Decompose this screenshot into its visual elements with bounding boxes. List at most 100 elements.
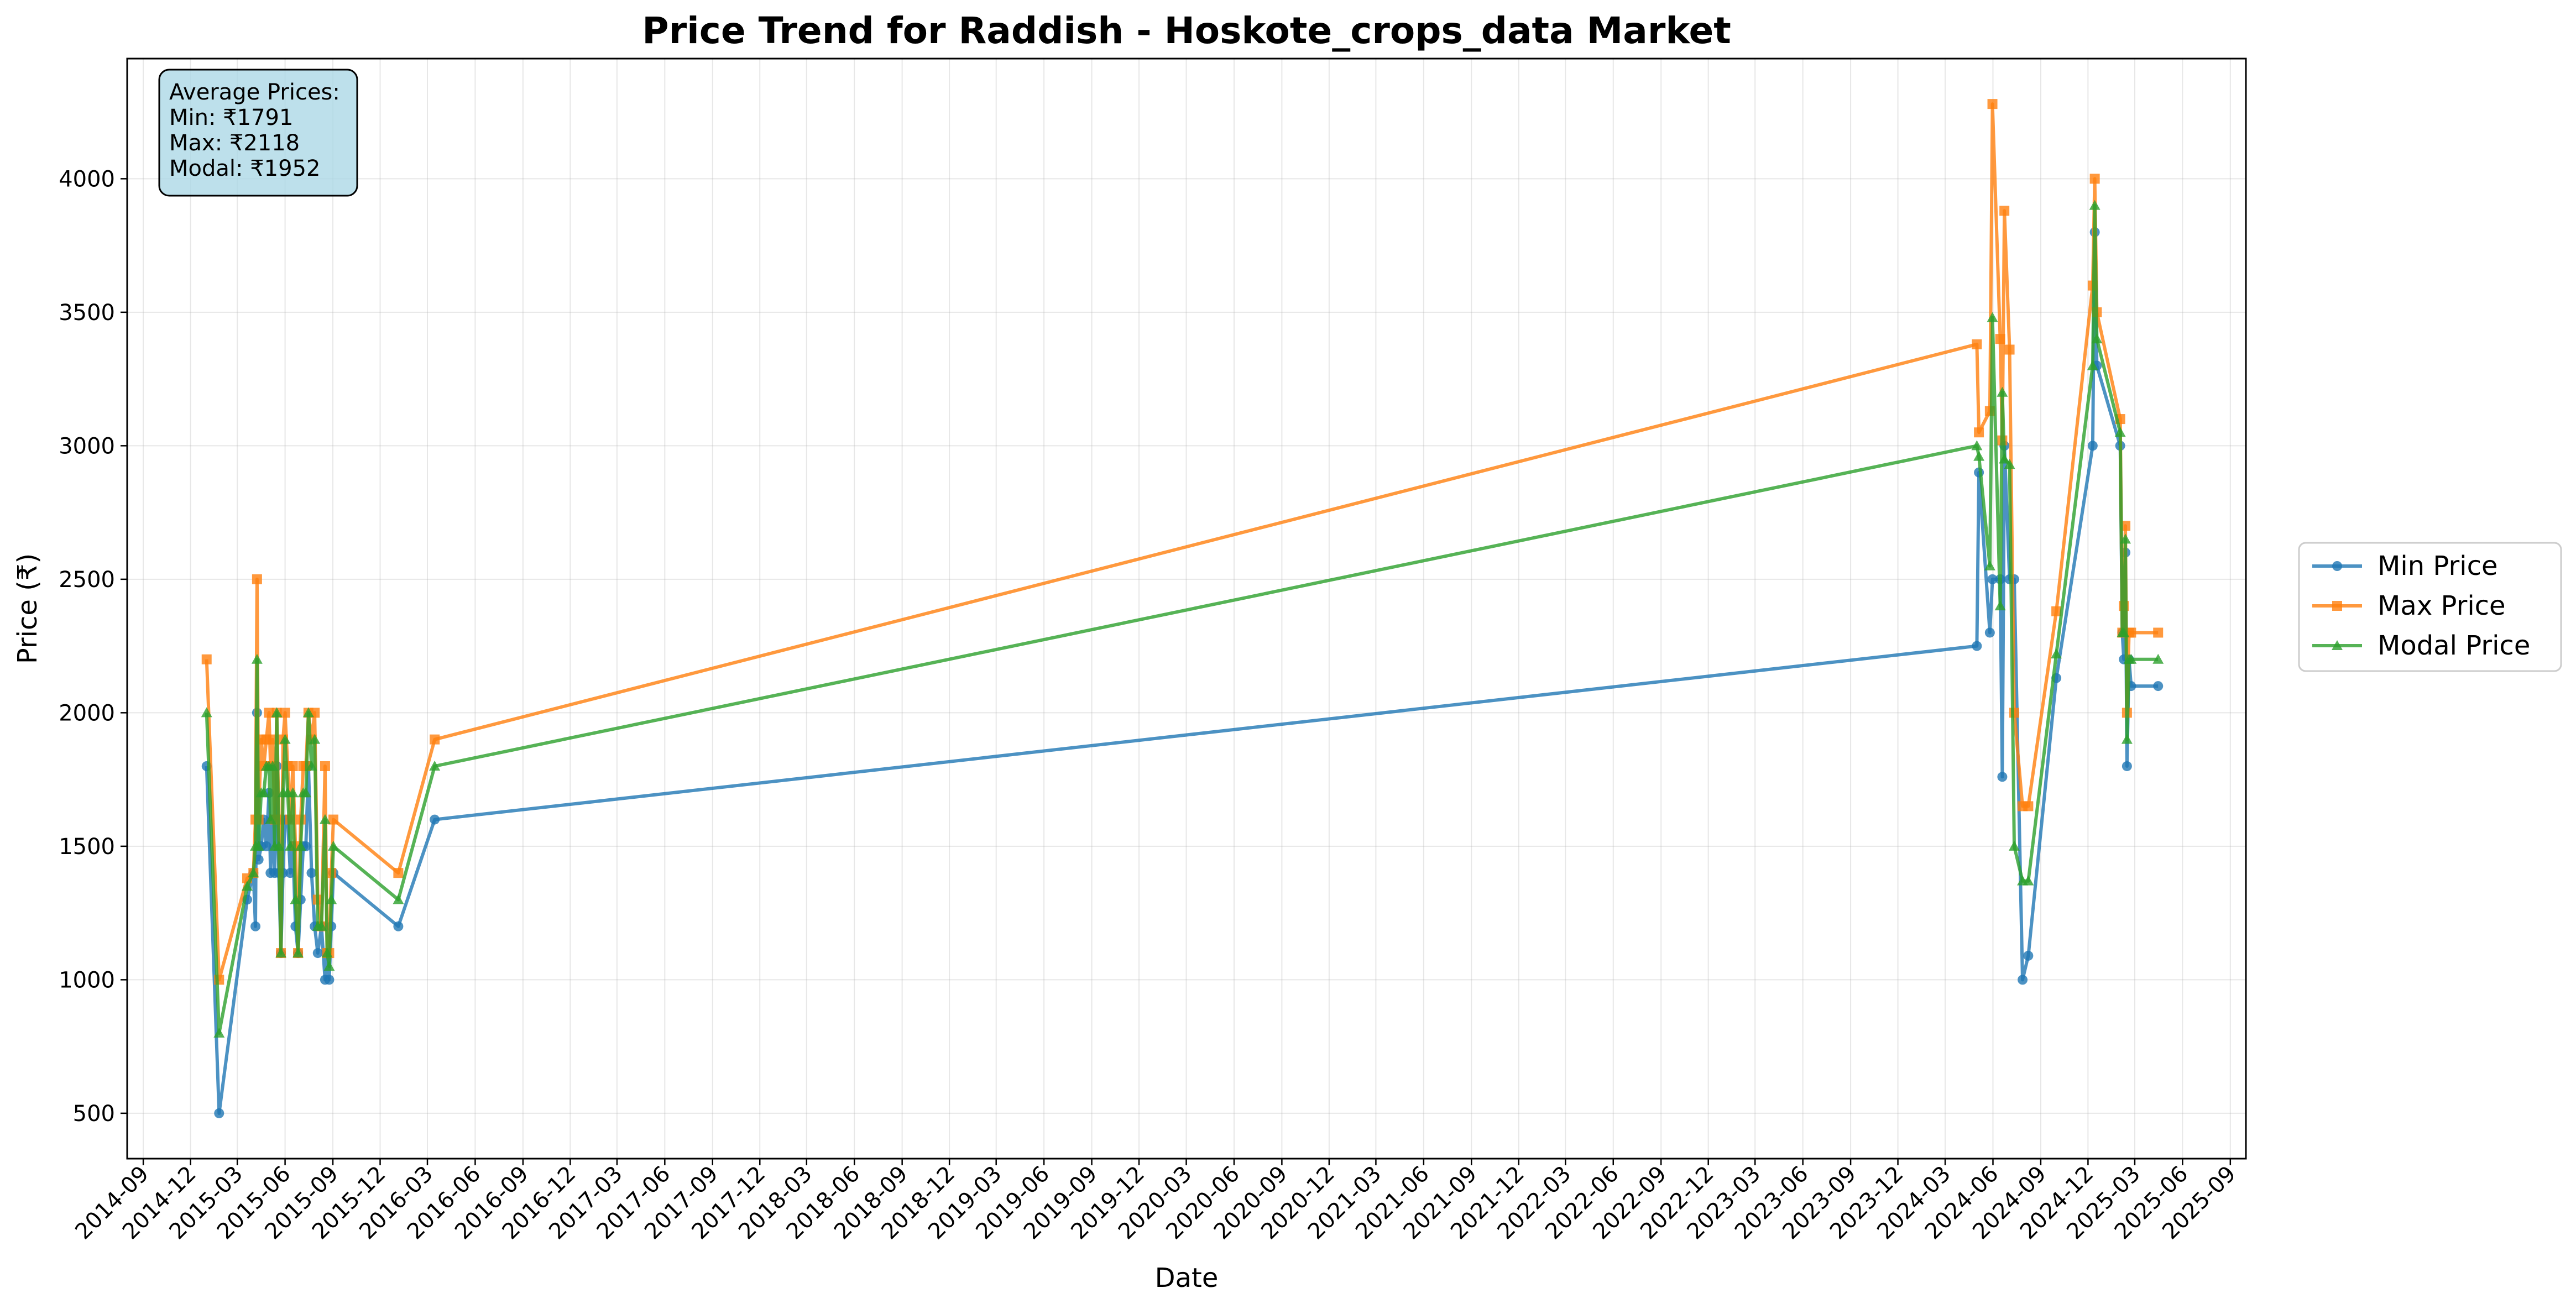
data-point-modal-price (213, 1027, 225, 1038)
data-point-modal-price (300, 787, 312, 798)
data-point-max-price (393, 868, 404, 878)
data-point-modal-price (2125, 653, 2137, 664)
data-point-min-price (312, 948, 323, 959)
data-point-max-price (1999, 206, 2010, 216)
data-point-modal-price (2121, 734, 2133, 744)
data-point-modal-price (306, 760, 317, 771)
data-point-modal-price (1973, 451, 1985, 461)
data-point-modal-price (2087, 360, 2098, 370)
data-point-min-price (1997, 772, 2008, 782)
data-point-min-price (324, 975, 335, 985)
legend-marker-modal-price (2332, 640, 2343, 650)
data-point-modal-price (429, 760, 441, 771)
legend-item-max-price: Max Price (2312, 590, 2506, 621)
data-point-min-price (2087, 441, 2098, 451)
data-point-modal-price (2051, 648, 2062, 659)
data-point-modal-price (309, 734, 321, 744)
series-layer (201, 99, 2164, 1118)
data-point-max-price (1972, 339, 1982, 349)
data-point-min-price (285, 868, 295, 878)
data-point-modal-price (290, 894, 301, 904)
data-point-max-price (2089, 174, 2100, 184)
data-point-max-price (1987, 99, 1998, 109)
x-axis-label: Date (1155, 1263, 1219, 1294)
data-point-max-price (264, 708, 274, 718)
data-point-min-price (430, 814, 440, 825)
y-tick-label: 3500 (59, 300, 115, 326)
legend: Min Price Max Price Modal Price (2298, 542, 2562, 672)
data-point-max-price (1995, 334, 2005, 344)
data-point-modal-price (2118, 627, 2130, 637)
legend-marker-max-price (2332, 601, 2342, 611)
data-point-modal-price (253, 840, 264, 851)
data-point-modal-price (258, 787, 270, 798)
data-point-max-price (201, 654, 212, 664)
legend-background (2298, 542, 2562, 672)
data-point-modal-price (201, 707, 212, 718)
data-point-modal-price (1994, 600, 2006, 611)
data-point-max-price (2051, 606, 2062, 616)
data-point-modal-price (2091, 333, 2103, 344)
data-point-modal-price (287, 787, 299, 798)
data-point-modal-price (2089, 200, 2100, 210)
data-point-max-price (2153, 627, 2164, 638)
y-tick-label: 500 (73, 1101, 115, 1127)
data-point-modal-price (271, 707, 283, 718)
legend-label-max-price: Max Price (2378, 590, 2506, 621)
data-point-max-price (2126, 627, 2136, 638)
data-point-modal-price (248, 867, 259, 878)
data-point-max-price (252, 574, 262, 584)
data-point-min-price (2122, 761, 2132, 771)
average-max-price: Max: ₹2118 (169, 130, 300, 156)
data-point-modal-price (284, 840, 296, 851)
data-point-modal-price (323, 961, 335, 971)
data-point-modal-price (2114, 427, 2126, 437)
data-point-modal-price (393, 894, 404, 904)
data-point-modal-price (2152, 653, 2164, 664)
data-point-modal-price (2009, 840, 2020, 851)
data-point-modal-price (2023, 875, 2034, 886)
data-point-max-price (1974, 427, 1984, 438)
y-axis-label: Price (₹) (12, 553, 43, 664)
data-point-modal-price (321, 947, 333, 958)
data-point-modal-price (1987, 312, 1998, 322)
y-tick-label: 2000 (59, 700, 115, 726)
data-point-modal-price (316, 920, 327, 931)
data-point-modal-price (1971, 440, 1983, 451)
data-point-modal-price (319, 814, 331, 824)
data-point-modal-price (279, 734, 291, 744)
y-tick-label: 1500 (59, 834, 115, 860)
data-point-max-price (320, 761, 330, 771)
data-point-modal-price (265, 814, 276, 824)
data-point-min-price (214, 1108, 224, 1118)
data-point-modal-price (326, 894, 337, 904)
series-line-max-price (205, 102, 2159, 982)
data-point-min-price (1984, 627, 1995, 638)
y-tick-label: 4000 (59, 166, 115, 192)
average-prices-box-background (158, 69, 358, 197)
data-point-min-price (306, 868, 317, 878)
data-point-min-price (1987, 574, 1998, 584)
data-point-max-price (328, 814, 338, 825)
data-point-modal-price (275, 947, 287, 958)
data-point-modal-price (273, 840, 285, 851)
legend-item-modal-price: Modal Price (2312, 630, 2530, 661)
legend-item-min-price: Min Price (2312, 551, 2498, 582)
data-point-min-price (393, 921, 404, 931)
legend-label-min-price: Min Price (2378, 551, 2498, 582)
average-prices-box: Average Prices: Min: ₹1791 Max: ₹2118 Mo… (158, 69, 358, 197)
y-tick-label: 2500 (59, 567, 115, 593)
data-point-modal-price (267, 760, 279, 771)
data-point-modal-price (295, 840, 306, 851)
data-point-max-price (2120, 521, 2131, 531)
data-point-modal-price (242, 881, 253, 891)
data-point-modal-price (1999, 453, 2010, 464)
average-modal-price: Modal: ₹1952 (169, 156, 320, 181)
data-point-min-price (250, 921, 261, 931)
chart-title: Price Trend for Raddish - Hoskote_crops_… (642, 9, 1731, 52)
data-point-max-price (288, 761, 298, 771)
data-point-max-price (2004, 344, 2015, 355)
grid-lines (127, 59, 2246, 1159)
legend-label-modal-price: Modal Price (2378, 630, 2530, 661)
